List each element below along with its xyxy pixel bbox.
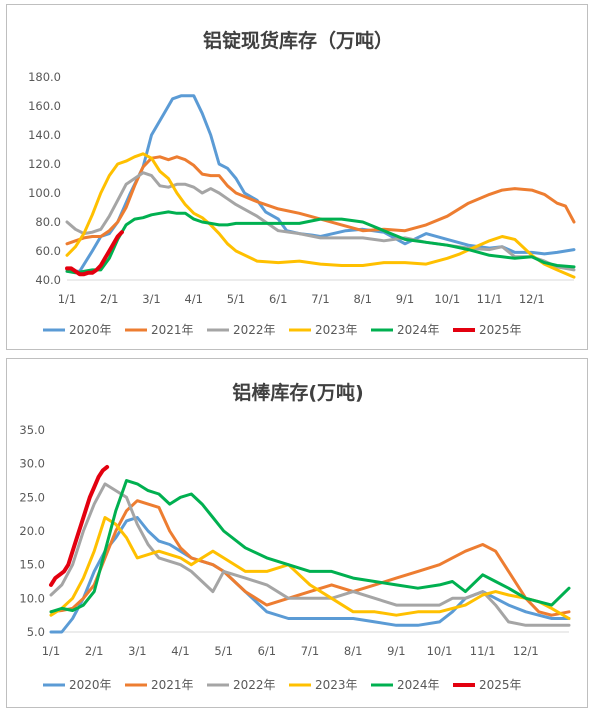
x-tick-label: 7/1 xyxy=(311,292,330,306)
series-line-5 xyxy=(49,465,110,587)
x-tick-label: 2/1 xyxy=(100,292,119,306)
x-tick-label: 2/1 xyxy=(85,644,104,658)
legend-label: 2020年 xyxy=(69,323,112,337)
y-tick-label: 180.0 xyxy=(28,70,61,84)
chart-title: 铝棒库存(万吨) xyxy=(232,381,363,404)
series-line-1 xyxy=(49,499,571,617)
stock-chart-panel-ingot: 铝锭现货库存（万吨） 40.0 60.0 80.0 100.0 120.0 140.0 16… xyxy=(6,4,588,350)
y-tick-label: 100.0 xyxy=(28,186,61,200)
x-tick-label: 4/1 xyxy=(171,644,190,658)
x-tick-label: 1/1 xyxy=(42,644,61,658)
legend-label: 2023年 xyxy=(315,323,358,337)
x-tick-label: 5/1 xyxy=(227,292,246,306)
x-tick-label: 9/1 xyxy=(396,292,415,306)
legend-label: 2022年 xyxy=(233,678,276,692)
x-tick-label: 8/1 xyxy=(353,292,372,306)
chart-title: 铝锭现货库存（万吨） xyxy=(203,29,393,52)
y-tick-label: 140.0 xyxy=(28,128,61,142)
y-tick-label: 15.0 xyxy=(19,558,45,572)
y-tick-label: 160.0 xyxy=(28,99,61,113)
y-tick-label: 5.0 xyxy=(27,625,45,639)
x-tick-label: 11/1 xyxy=(470,644,496,658)
legend-label: 2025年 xyxy=(479,678,522,692)
legend-label: 2024年 xyxy=(397,323,440,337)
x-tick-label: 10/1 xyxy=(434,292,460,306)
series-line-4 xyxy=(49,479,571,614)
x-tick-label: 1/1 xyxy=(58,292,77,306)
series-line-2 xyxy=(49,482,571,627)
x-tick-label: 6/1 xyxy=(258,644,277,658)
x-tick-label: 11/1 xyxy=(477,292,503,306)
x-tick-label: 5/1 xyxy=(214,644,233,658)
legend-label: 2025年 xyxy=(479,323,522,337)
x-tick-label: 3/1 xyxy=(128,644,147,658)
series-line-3 xyxy=(65,152,576,279)
series-line-0 xyxy=(65,94,576,273)
y-tick-label: 10.0 xyxy=(19,591,45,605)
x-tick-label: 4/1 xyxy=(184,292,203,306)
x-tick-label: 3/1 xyxy=(142,292,161,306)
x-tick-label: 6/1 xyxy=(269,292,288,306)
x-tick-label: 9/1 xyxy=(387,644,406,658)
series-line-1 xyxy=(65,155,576,246)
y-tick-label: 80.0 xyxy=(35,215,61,229)
series-line-2 xyxy=(65,171,576,272)
y-tick-label: 35.0 xyxy=(19,423,45,437)
legend-label: 2022年 xyxy=(233,323,276,337)
y-tick-label: 30.0 xyxy=(19,457,45,471)
legend-label: 2020年 xyxy=(69,678,112,692)
y-tick-label: 20.0 xyxy=(19,524,45,538)
x-tick-label: 7/1 xyxy=(301,644,320,658)
series-line-3 xyxy=(49,516,571,620)
x-tick-label: 12/1 xyxy=(513,644,539,658)
series-line-5 xyxy=(65,230,124,277)
legend-label: 2023年 xyxy=(315,678,358,692)
legend-label: 2024年 xyxy=(397,678,440,692)
series-line-0 xyxy=(49,516,571,634)
x-tick-label: 10/1 xyxy=(427,644,453,658)
stock-chart-panel-bar: 铝棒库存(万吨) 5.0 10.0 15.0 20.0 25.0 30.0 35.0 1/1 2… xyxy=(6,358,588,708)
line-chart-rod: 铝棒库存(万吨) 5.0 10.0 15.0 20.0 25.0 30.0 35.0 1/1 2… xyxy=(19,381,571,692)
legend-label: 2021年 xyxy=(151,678,194,692)
y-tick-label: 120.0 xyxy=(28,157,61,171)
x-tick-label: 12/1 xyxy=(519,292,545,306)
legend-label: 2021年 xyxy=(151,323,194,337)
y-tick-label: 60.0 xyxy=(35,244,61,258)
y-tick-label: 40.0 xyxy=(35,273,61,287)
x-tick-label: 8/1 xyxy=(344,644,363,658)
line-chart-ingot: 铝锭现货库存（万吨） 40.0 60.0 80.0 100.0 120.0 140.0 16… xyxy=(28,29,576,337)
y-tick-label: 25.0 xyxy=(19,490,45,504)
